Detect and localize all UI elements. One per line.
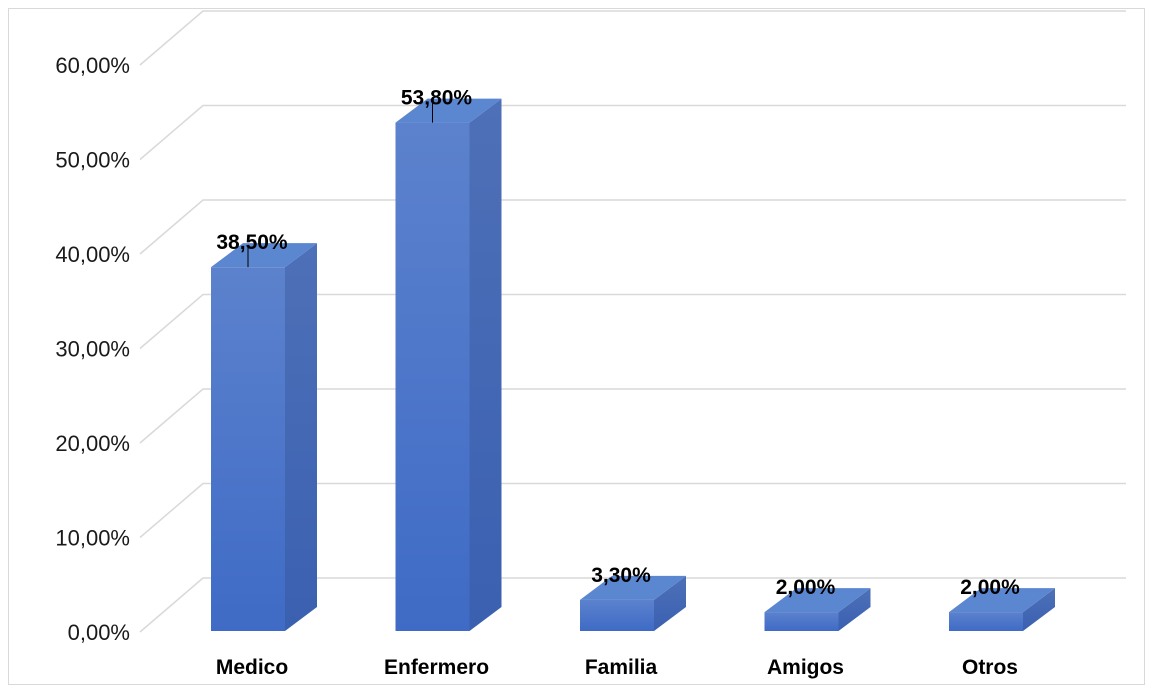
x-tick-label: Otros [962, 656, 1018, 679]
data-labels: 38,50% 53,80% 3,30% 2,00% 2,00% [216, 87, 1020, 600]
gridline [139, 10, 1126, 66]
y-tick-label: 50,00% [55, 148, 130, 173]
chart-frame [8, 8, 1145, 685]
x-tick-label: Familia [585, 656, 658, 679]
bar-side [469, 98, 502, 632]
bar-side [654, 575, 686, 631]
bar-top [580, 575, 686, 600]
x-axis-labels: Medico Enfermero Familia Amigos Otros [216, 656, 1018, 679]
gridlines [139, 10, 1126, 633]
y-tick-label: 20,00% [55, 431, 130, 456]
bar-side [285, 243, 317, 632]
bar-top [949, 588, 1055, 613]
bar-front [764, 612, 839, 631]
data-label: 2,00% [960, 576, 1020, 599]
bar-front [211, 267, 285, 631]
bar-top [764, 588, 871, 613]
data-label: 2,00% [776, 576, 836, 599]
bar-top [211, 243, 317, 268]
y-tick-label: 0,00% [68, 620, 130, 645]
gridline [139, 482, 1126, 539]
y-tick-label: 10,00% [55, 526, 130, 551]
bar-side [1023, 588, 1055, 631]
bar-front [580, 599, 654, 631]
data-label: 38,50% [216, 231, 288, 254]
x-tick-label: Medico [216, 656, 288, 679]
bar-enfermero [395, 98, 502, 632]
x-tick-label: Amigos [767, 656, 844, 679]
y-tick-label: 40,00% [55, 242, 130, 267]
bar-medico [211, 243, 317, 632]
y-axis-labels: 0,00% 10,00% 20,00% 30,00% 40,00% 50,00% 60,00… [55, 53, 130, 645]
data-label: 53,80% [401, 87, 473, 110]
gridline [139, 293, 1126, 350]
data-label: 3,30% [591, 564, 651, 587]
bar-side [838, 588, 871, 631]
bar-otros [949, 588, 1055, 631]
y-tick-label: 30,00% [55, 337, 130, 362]
gridline [139, 104, 1126, 161]
bar-top [395, 98, 502, 123]
gridline [139, 388, 1126, 444]
bars [211, 98, 1055, 632]
gridline [139, 577, 1126, 633]
bar-front [395, 122, 470, 631]
bar-front [949, 612, 1023, 631]
bar-familia [580, 575, 686, 631]
x-tick-label: Enfermero [384, 656, 489, 679]
gridline [139, 199, 1126, 255]
y-tick-label: 60,00% [55, 53, 130, 78]
bar-amigos [764, 588, 871, 631]
